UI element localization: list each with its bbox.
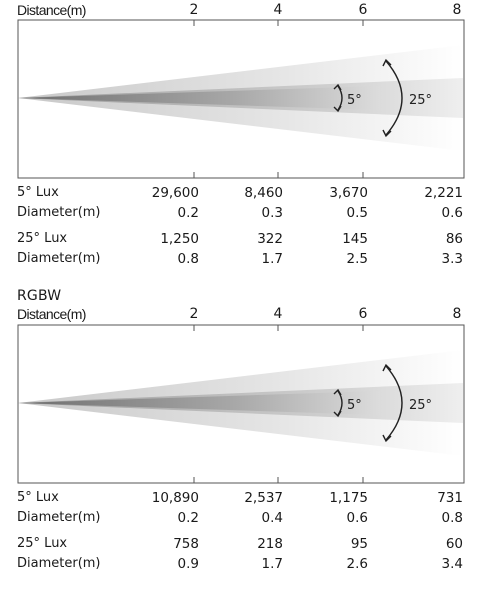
- value-cell: 0.3: [261, 205, 283, 221]
- value-cell: 1.7: [261, 251, 283, 267]
- arc-25deg: [385, 365, 403, 441]
- beam-5deg: [18, 391, 380, 415]
- section-title: RGBW: [17, 288, 62, 304]
- value-cell: 0.5: [346, 205, 368, 221]
- arc-25deg-arrow-top: [382, 58, 392, 67]
- arc-25deg-arrow-bottom: [382, 434, 392, 443]
- arc-25deg-arrow-bottom: [382, 129, 392, 138]
- value-cell: 758: [173, 536, 199, 552]
- distance-axis-label: Distance(m): [17, 2, 86, 18]
- distance-axis-label: Distance(m): [17, 306, 86, 322]
- distance-tick-2: 2: [189, 306, 199, 322]
- angle-label-25deg: 25°: [409, 398, 432, 413]
- arc-5deg-arrow-bottom: [333, 410, 342, 418]
- distance-tick-2: 2: [189, 2, 199, 18]
- value-cell: 29,600: [151, 185, 199, 201]
- row-label-5deg-lux: 5° Lux: [17, 185, 59, 200]
- value-cell: 2.6: [346, 556, 368, 572]
- distance-tick-8: 8: [452, 306, 462, 322]
- value-cell: 0.2: [177, 205, 199, 221]
- angle-label-5deg: 5°: [347, 398, 362, 413]
- value-cell: 322: [257, 231, 283, 247]
- value-cell: 10,890: [151, 490, 199, 506]
- diagram-frame: [17, 19, 465, 179]
- value-cell: 2.5: [346, 251, 368, 267]
- value-cell: 86: [445, 231, 463, 247]
- row-label-25deg-lux: 25° Lux: [17, 231, 68, 246]
- distance-tick-6: 6: [358, 306, 368, 322]
- row-label-5deg-diameter: Diameter(m): [17, 510, 101, 525]
- row-label-5deg-diameter: Diameter(m): [17, 205, 101, 220]
- value-cell: 731: [437, 490, 463, 506]
- arc-5deg-arrow-bottom: [333, 105, 342, 113]
- value-cell: 0.2: [177, 510, 199, 526]
- value-cell: 0.9: [177, 556, 199, 572]
- distance-tick-4: 4: [273, 2, 283, 18]
- angle-label-25deg: 25°: [409, 93, 432, 108]
- value-cell: 95: [350, 536, 368, 552]
- row-label-25deg-lux: 25° Lux: [17, 536, 68, 551]
- value-cell: 0.6: [441, 205, 463, 221]
- arc-5deg-arrow-top: [333, 83, 342, 91]
- value-cell: 2,537: [244, 490, 283, 506]
- distance-tick-6: 6: [358, 2, 368, 18]
- arc-25deg-arrow-top: [382, 363, 392, 372]
- diagram-frame: [17, 324, 465, 484]
- value-cell: 0.6: [346, 510, 368, 526]
- value-cell: 1,175: [329, 490, 368, 506]
- value-cell: 0.8: [177, 251, 199, 267]
- beam-5deg: [18, 86, 380, 110]
- value-cell: 1,250: [160, 231, 199, 247]
- arc-5deg-arrow-top: [333, 388, 342, 396]
- value-cell: 2,221: [424, 185, 463, 201]
- value-cell: 60: [445, 536, 463, 552]
- value-cell: 3.4: [441, 556, 463, 572]
- value-cell: 1.7: [261, 556, 283, 572]
- row-label-25deg-diameter: Diameter(m): [17, 251, 101, 266]
- angle-label-5deg: 5°: [347, 93, 362, 108]
- value-cell: 145: [342, 231, 368, 247]
- value-cell: 3.3: [441, 251, 463, 267]
- value-cell: 0.4: [261, 510, 283, 526]
- value-cell: 3,670: [329, 185, 368, 201]
- value-cell: 0.8: [441, 510, 463, 526]
- row-label-25deg-diameter: Diameter(m): [17, 556, 101, 571]
- distance-tick-8: 8: [452, 2, 462, 18]
- arc-25deg: [385, 60, 403, 136]
- row-label-5deg-lux: 5° Lux: [17, 490, 59, 505]
- distance-tick-4: 4: [273, 306, 283, 322]
- value-cell: 218: [257, 536, 283, 552]
- value-cell: 8,460: [244, 185, 283, 201]
